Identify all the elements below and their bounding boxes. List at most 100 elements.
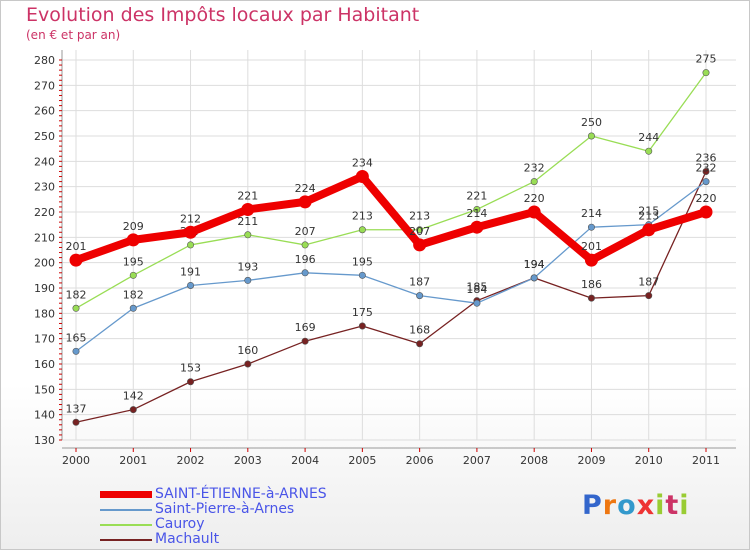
data-label: 232 xyxy=(696,162,717,175)
x-tick-label: 2001 xyxy=(119,454,147,467)
series-line xyxy=(72,172,710,265)
x-tick-label: 2005 xyxy=(348,454,376,467)
data-point xyxy=(241,202,255,216)
y-tick-label: 130 xyxy=(34,434,55,447)
data-point xyxy=(69,253,83,267)
y-tick-label: 230 xyxy=(34,181,55,194)
data-point xyxy=(642,223,656,237)
data-label: 194 xyxy=(524,258,545,271)
data-point xyxy=(184,225,198,239)
data-label: 195 xyxy=(123,255,144,268)
data-point xyxy=(298,195,312,209)
data-label: 185 xyxy=(466,281,487,294)
data-point xyxy=(358,322,366,330)
data-point xyxy=(702,69,710,77)
y-tick-label: 150 xyxy=(34,383,55,396)
data-point xyxy=(470,220,484,234)
data-point xyxy=(301,241,309,249)
logo-letter: i xyxy=(679,490,690,521)
data-label: 221 xyxy=(237,189,258,202)
data-point xyxy=(527,205,541,219)
data-label: 213 xyxy=(638,210,659,223)
data-point xyxy=(587,132,595,140)
data-label: 201 xyxy=(581,240,602,253)
data-label: 187 xyxy=(638,276,659,289)
data-label: 250 xyxy=(581,116,602,129)
data-point xyxy=(587,223,595,231)
data-point xyxy=(416,340,424,348)
data-label: 184 xyxy=(466,283,487,296)
legend-swatch-cauroy xyxy=(100,524,152,526)
data-label: 214 xyxy=(581,207,602,220)
legend-swatch-saint-etienne xyxy=(100,491,152,498)
data-label: 191 xyxy=(180,265,201,278)
data-label: 194 xyxy=(524,258,545,271)
data-label: 211 xyxy=(237,215,258,228)
data-point xyxy=(645,147,653,155)
logo-letter: r xyxy=(602,490,618,521)
y-tick-label: 220 xyxy=(34,206,55,219)
logo-letter: x xyxy=(636,490,656,521)
series-line xyxy=(75,180,707,352)
chart-title: Evolution des Impôts locaux par Habitant xyxy=(26,4,420,26)
data-point xyxy=(301,337,309,345)
y-tick-label: 170 xyxy=(34,333,55,346)
x-tick-label: 2008 xyxy=(520,454,548,467)
y-tick-label: 260 xyxy=(34,105,55,118)
data-label: 195 xyxy=(352,255,373,268)
data-point xyxy=(702,167,710,175)
data-point xyxy=(187,378,195,386)
x-tick-label: 2010 xyxy=(635,454,663,467)
legend-label-saint-etienne: SAINT-ÉTIENNE-à-ARNES xyxy=(155,486,327,502)
data-point xyxy=(355,170,369,184)
x-tick-label: 2003 xyxy=(234,454,262,467)
data-label: 224 xyxy=(295,182,316,195)
data-point xyxy=(587,294,595,302)
data-point xyxy=(244,360,252,368)
data-label: 207 xyxy=(295,225,316,238)
y-tick-label: 250 xyxy=(34,130,55,143)
x-tick-label: 2000 xyxy=(62,454,90,467)
data-point xyxy=(126,233,140,247)
data-label: 221 xyxy=(466,189,487,202)
data-label: 168 xyxy=(409,324,430,337)
data-point xyxy=(358,226,366,234)
data-label: 244 xyxy=(638,131,659,144)
data-label: 165 xyxy=(66,331,87,344)
y-tick-label: 160 xyxy=(34,358,55,371)
x-tick-label: 2002 xyxy=(177,454,205,467)
y-tick-label: 270 xyxy=(34,79,55,92)
data-label: 213 xyxy=(409,210,430,223)
data-label: 186 xyxy=(581,278,602,291)
legend-label-machault: Machault xyxy=(155,531,220,547)
data-label: 153 xyxy=(180,362,201,375)
data-point xyxy=(416,226,424,234)
data-label: 196 xyxy=(295,253,316,266)
data-label: 201 xyxy=(66,240,87,253)
data-label: 214 xyxy=(466,207,487,220)
data-point xyxy=(72,304,80,312)
data-label: 207 xyxy=(409,225,430,238)
y-tick-label: 180 xyxy=(34,307,55,320)
legend-label-cauroy: Cauroy xyxy=(155,516,205,532)
data-label: 137 xyxy=(66,402,87,415)
series-line xyxy=(75,72,707,309)
legend-item-machault: Machault xyxy=(100,532,400,547)
legend-item-saint-pierre: Saint-Pierre-à-Arnes xyxy=(100,502,400,517)
data-point xyxy=(72,347,80,355)
x-tick-label: 2011 xyxy=(692,454,720,467)
logo-letter: i xyxy=(655,490,666,521)
x-tick-label: 2006 xyxy=(406,454,434,467)
y-tick-label: 200 xyxy=(34,257,55,270)
x-tick-label: 2004 xyxy=(291,454,319,467)
data-point xyxy=(473,299,481,307)
data-point xyxy=(473,205,481,213)
legend-label-saint-pierre: Saint-Pierre-à-Arnes xyxy=(155,501,295,517)
x-tick-label: 2007 xyxy=(463,454,491,467)
data-point xyxy=(129,271,137,279)
data-label: 182 xyxy=(66,288,87,301)
logo-letter: t xyxy=(665,490,680,521)
y-tick-label: 190 xyxy=(34,282,55,295)
